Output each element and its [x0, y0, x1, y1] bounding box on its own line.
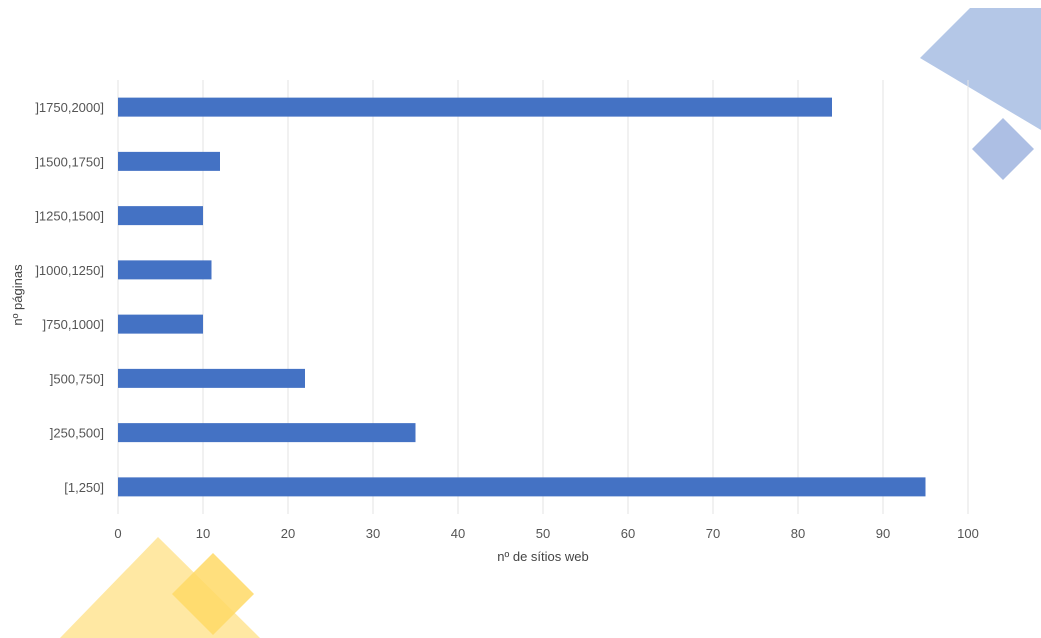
bar: [118, 97, 832, 117]
y-tick-labels: [1,250] ]250,500] ]500,750] ]750,1000] ]1000…: [35, 100, 104, 495]
y-tick-label: ]250,500]: [50, 426, 104, 441]
bar: [118, 423, 416, 443]
x-tick-label: 0: [114, 526, 121, 541]
x-tick-label: 30: [366, 526, 380, 541]
decor-blue-diamond-small: [972, 118, 1034, 180]
x-tick-label: 90: [876, 526, 890, 541]
bar: [118, 151, 220, 171]
bar: [118, 314, 203, 334]
bar: [118, 368, 305, 388]
decor-blue-diamond-large: [920, 8, 1041, 130]
y-tick-label: ]750,1000]: [43, 317, 104, 332]
x-tick-label: 40: [451, 526, 465, 541]
x-tick-label: 10: [196, 526, 210, 541]
x-tick-labels: 0 10 20 30 40 50 60 70 80 90 100: [114, 526, 978, 541]
gridlines: [117, 80, 969, 514]
x-tick-label: 20: [281, 526, 295, 541]
x-tick-label: 60: [621, 526, 635, 541]
decor-yellow-diamond-small: [172, 553, 254, 635]
y-tick-label: ]1750,2000]: [35, 100, 104, 115]
decorative-shapes: [60, 8, 1041, 638]
y-tick-label: ]1000,1250]: [35, 263, 104, 278]
y-tick-label: ]1500,1750]: [35, 154, 104, 169]
y-axis-title: nº páginas: [10, 264, 25, 326]
y-tick-label: ]1250,1500]: [35, 209, 104, 224]
x-axis-title: nº de sítios web: [497, 549, 588, 564]
x-tick-label: 50: [536, 526, 550, 541]
x-tick-label: 100: [957, 526, 979, 541]
bars: [118, 97, 926, 497]
y-tick-label: [1,250]: [64, 480, 104, 495]
bar: [118, 206, 203, 226]
x-tick-label: 70: [706, 526, 720, 541]
bar: [118, 477, 926, 497]
x-tick-label: 80: [791, 526, 805, 541]
bar: [118, 260, 212, 280]
y-tick-label: ]500,750]: [50, 371, 104, 386]
